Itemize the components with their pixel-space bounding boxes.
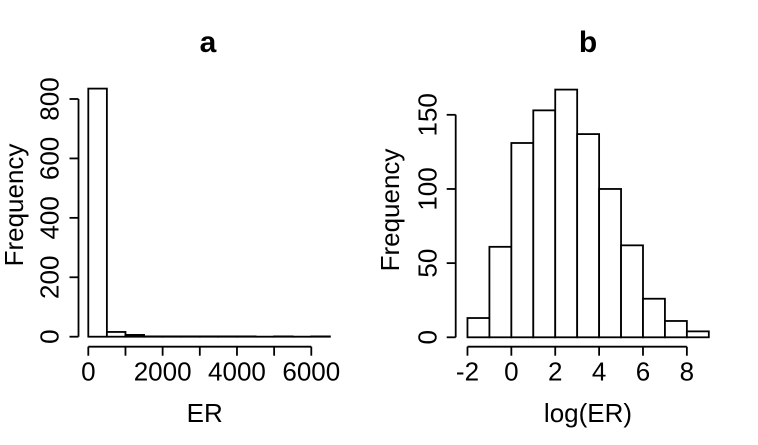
histogram-bar — [105, 331, 127, 338]
panel-title: a — [200, 26, 217, 59]
histogram-bar — [664, 320, 688, 339]
y-tick-label: 100 — [413, 167, 443, 210]
histogram-bar — [576, 133, 601, 339]
y-axis-title: Frequency — [375, 149, 405, 272]
x-tick-label: -2 — [456, 357, 479, 387]
histogram-bar — [554, 88, 579, 339]
y-tick-label: 600 — [35, 137, 65, 180]
y-tick-label: 50 — [413, 249, 443, 278]
y-tick-label: 400 — [35, 196, 65, 239]
x-tick-label: 0 — [81, 357, 95, 387]
y-tick-label: 0 — [413, 330, 443, 344]
histogram-bar — [510, 142, 535, 339]
x-tick-label: 0 — [504, 357, 518, 387]
panel-title: b — [579, 26, 597, 59]
x-tick-label: 4 — [592, 357, 606, 387]
histogram-bar — [642, 297, 666, 339]
x-tick-label: 2 — [548, 357, 562, 387]
histogram-bar — [124, 334, 145, 338]
x-tick-label: 2000 — [134, 357, 192, 387]
y-tick-label: 800 — [35, 77, 65, 120]
y-tick-label: 0 — [35, 329, 65, 343]
histogram-bar — [620, 244, 644, 339]
histogram-bar — [685, 330, 710, 339]
x-tick-label: 8 — [680, 357, 694, 387]
x-tick-label: 4000 — [208, 357, 266, 387]
panel-a-histogram: 0 2000 4000 6000 0 200 400 600 800 ER Frequency a — [0, 26, 340, 428]
histogram-bar — [466, 317, 491, 339]
x-tick-label: 6 — [636, 357, 650, 387]
y-tick-label: 200 — [35, 256, 65, 299]
histogram-bar — [598, 188, 622, 339]
y-axis-title: Frequency — [0, 144, 29, 267]
histogram-bar — [488, 245, 513, 339]
histogram-bar — [532, 109, 557, 339]
x-tick-label: 6000 — [282, 357, 340, 387]
x-axis-title: ER — [187, 398, 223, 428]
histogram-bar — [87, 87, 108, 338]
x-axis-title: log(ER) — [544, 398, 632, 428]
y-tick-label: 150 — [413, 93, 443, 136]
